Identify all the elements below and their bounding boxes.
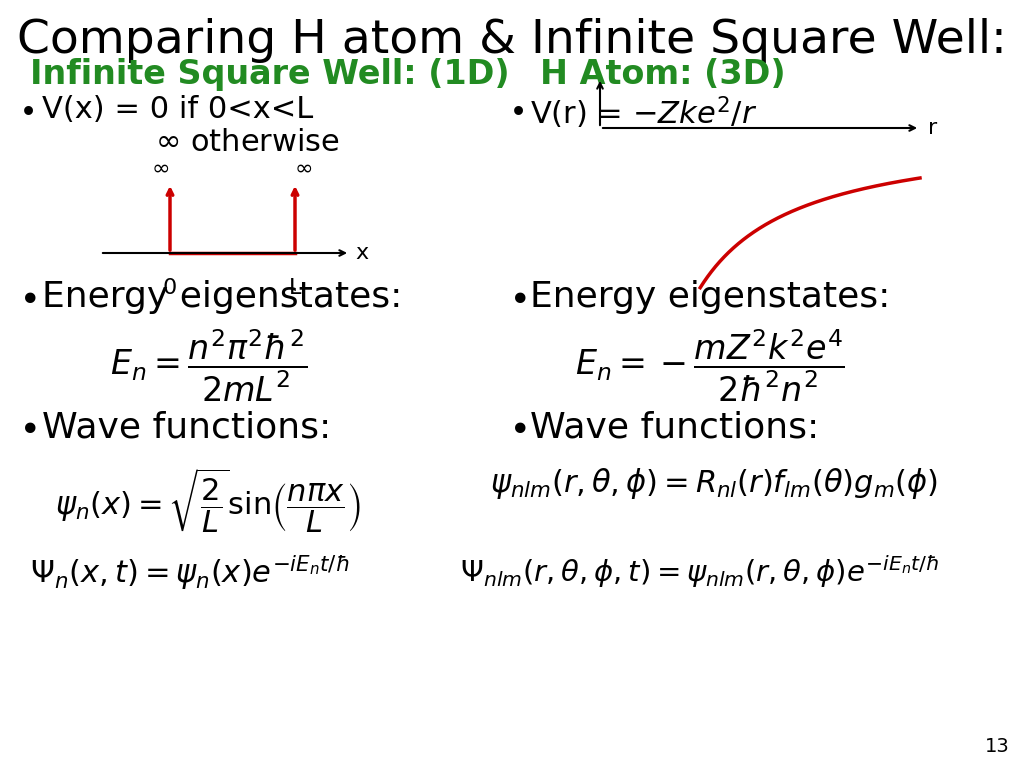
Text: $\bullet$: $\bullet$: [508, 95, 524, 124]
Text: $\infty$: $\infty$: [294, 158, 312, 178]
Text: $\infty$: $\infty$: [151, 158, 169, 178]
Text: x: x: [355, 243, 368, 263]
Text: 13: 13: [985, 737, 1010, 756]
Text: $\bullet$: $\bullet$: [18, 280, 37, 314]
Text: r: r: [928, 118, 937, 138]
Text: L: L: [289, 278, 301, 298]
Text: $\psi_n(x) = \sqrt{\dfrac{2}{L}}\sin\!\left(\dfrac{n\pi x}{L}\right)$: $\psi_n(x) = \sqrt{\dfrac{2}{L}}\sin\!\l…: [55, 466, 360, 535]
Text: $\bullet$: $\bullet$: [18, 410, 37, 444]
Text: Wave functions:: Wave functions:: [42, 410, 331, 444]
Text: 0: 0: [163, 278, 177, 298]
Text: Energy eigenstates:: Energy eigenstates:: [42, 280, 402, 314]
Text: $\infty$ otherwise: $\infty$ otherwise: [155, 128, 340, 157]
Text: Wave functions:: Wave functions:: [530, 410, 819, 444]
Text: $E_n = \dfrac{n^2\pi^2\hbar^2}{2mL^2}$: $E_n = \dfrac{n^2\pi^2\hbar^2}{2mL^2}$: [110, 328, 307, 404]
Text: Comparing H atom & Infinite Square Well:: Comparing H atom & Infinite Square Well:: [17, 18, 1007, 63]
Text: $\Psi_n(x,t) = \psi_n(x)e^{-iE_nt/\hbar}$: $\Psi_n(x,t) = \psi_n(x)e^{-iE_nt/\hbar}…: [30, 553, 349, 592]
Text: $\psi_{nlm}(r,\theta,\phi) = R_{nl}(r)f_{lm}(\theta)g_m(\phi)$: $\psi_{nlm}(r,\theta,\phi) = R_{nl}(r)f_…: [490, 466, 938, 501]
Text: $E_n = -\dfrac{mZ^2k^2e^4}{2\hbar^2n^2}$: $E_n = -\dfrac{mZ^2k^2e^4}{2\hbar^2n^2}$: [575, 328, 845, 404]
Text: Infinite Square Well: (1D): Infinite Square Well: (1D): [30, 58, 510, 91]
Text: V(r) = $-Zke^2/r$: V(r) = $-Zke^2/r$: [530, 95, 758, 131]
Text: $\bullet$: $\bullet$: [508, 410, 526, 444]
Text: $\bullet$: $\bullet$: [508, 280, 526, 314]
Text: $\bullet$: $\bullet$: [18, 95, 34, 124]
Text: V(x) = 0 if 0<x<L: V(x) = 0 if 0<x<L: [42, 95, 313, 124]
Text: Energy eigenstates:: Energy eigenstates:: [530, 280, 891, 314]
Text: $\Psi_{nlm}(r,\theta,\phi,t) = \psi_{nlm}(r,\theta,\phi)e^{-iE_nt/\hbar}$: $\Psi_{nlm}(r,\theta,\phi,t) = \psi_{nlm…: [460, 553, 939, 590]
Text: H Atom: (3D): H Atom: (3D): [540, 58, 785, 91]
